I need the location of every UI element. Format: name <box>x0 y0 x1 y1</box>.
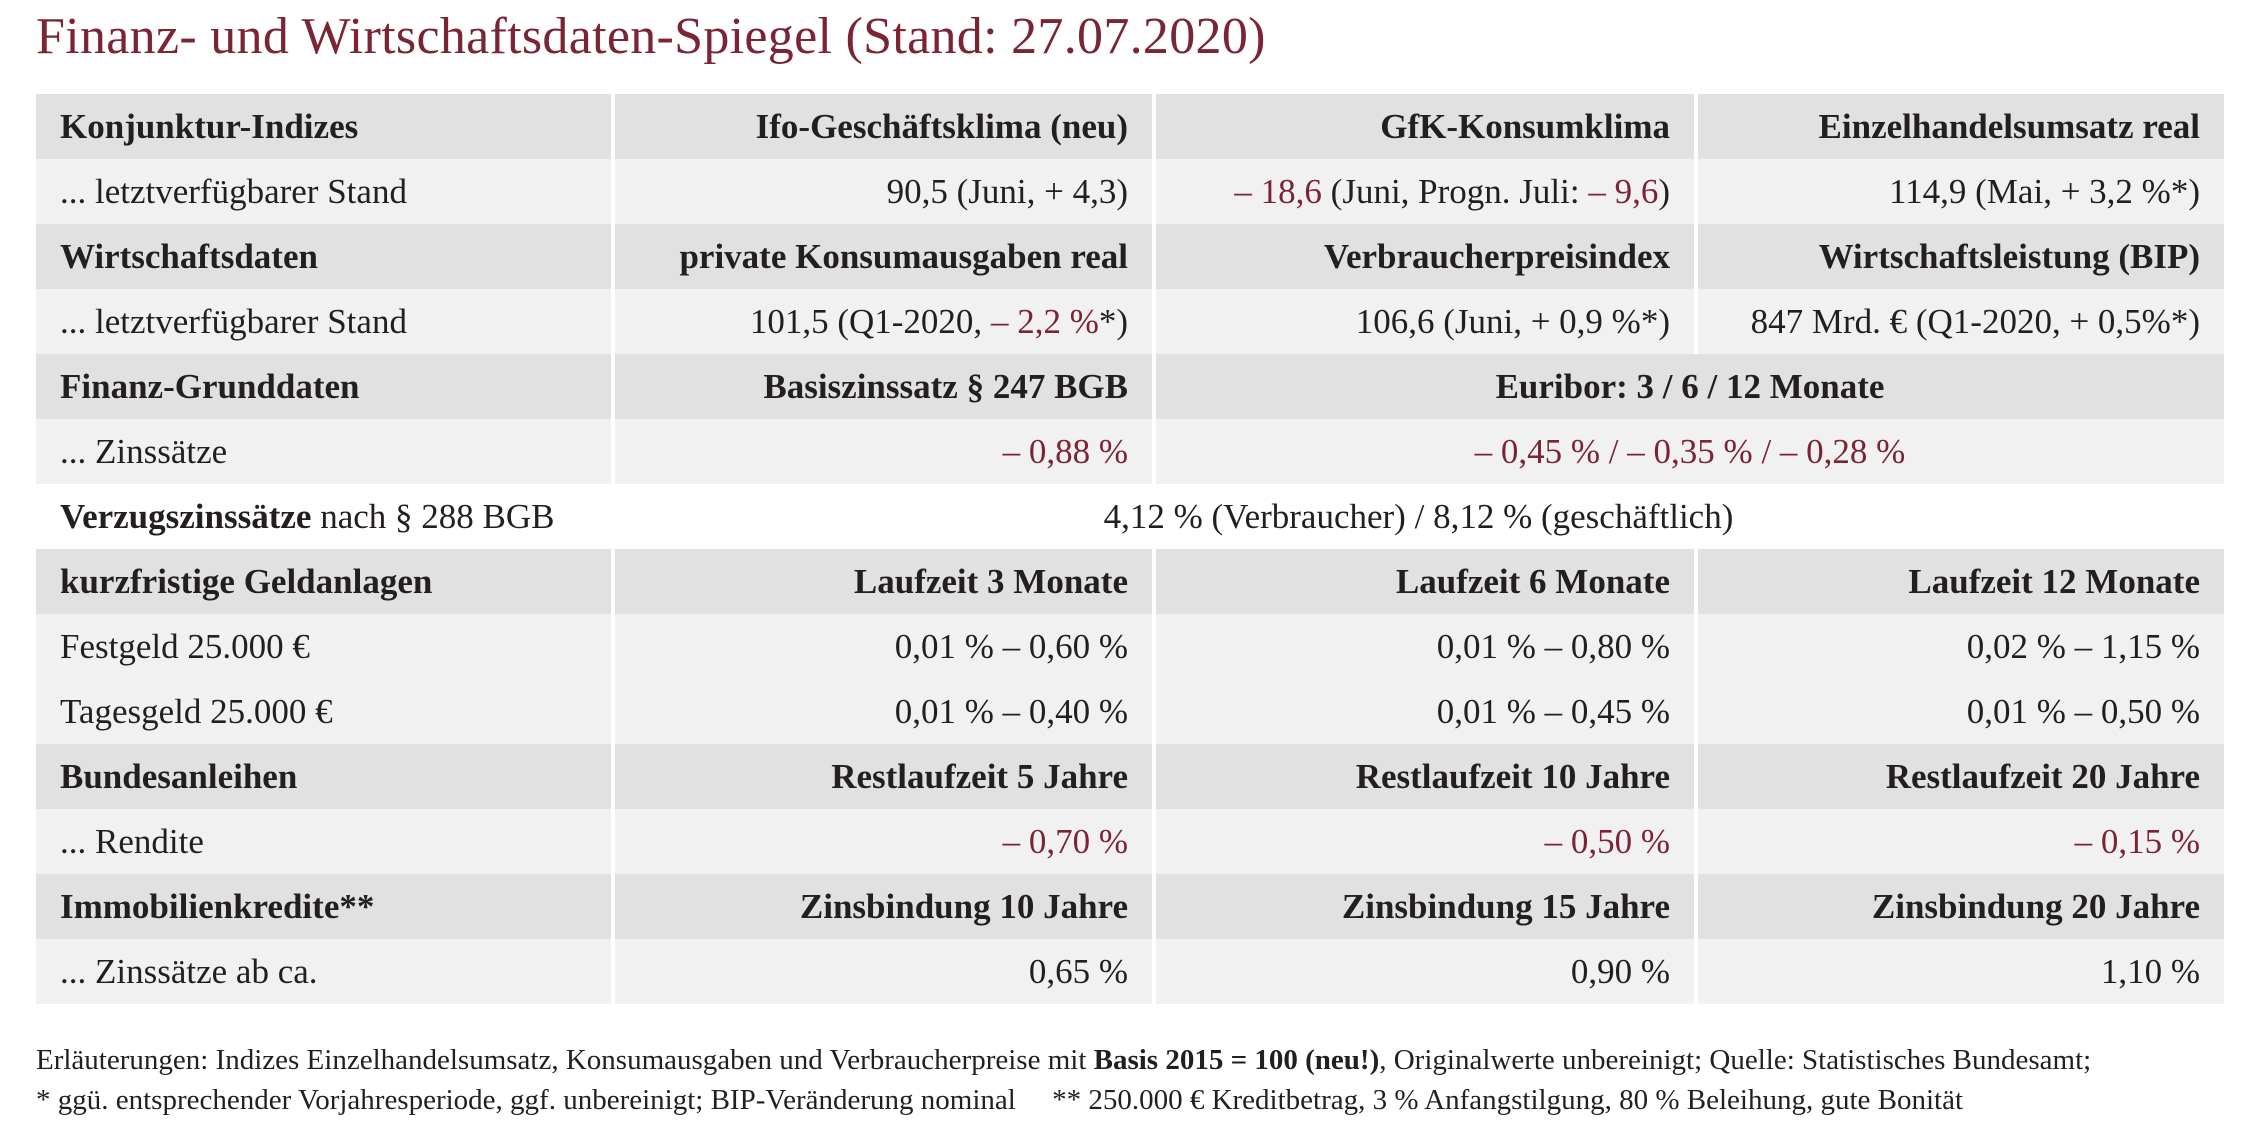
row-label: Konjunktur-Indizes <box>36 94 613 159</box>
value-tagesgeld-12m: 0,01 % – 0,50 % <box>1694 679 2224 744</box>
row-label: Finanz-Grunddaten <box>36 354 613 419</box>
column-header-gfk: GfK-Konsumklima <box>1152 94 1696 159</box>
column-header-3-monate: Laufzeit 3 Monate <box>611 549 1154 614</box>
table-row-wirtschaftsdaten-header: Wirtschaftsdaten private Konsumausgaben … <box>36 224 2224 289</box>
table-row-finanz-header: Finanz-Grunddaten Basiszinssatz § 247 BG… <box>36 354 2224 419</box>
value-zinsbindung-10: 0,65 % <box>611 939 1154 1004</box>
row-label: ... Zinssätze ab ca. <box>36 939 613 1004</box>
value-vpi: 106,6 (Juni, + 0,9 %*) <box>1152 289 1696 354</box>
value-gfk: – 18,6 (Juni, Progn. Juli: – 9,6) <box>1152 159 1696 224</box>
table-row-rendite: ... Rendite – 0,70 % – 0,50 % – 0,15 % <box>36 809 2224 874</box>
value-negative: – 2,2 % <box>990 301 1099 341</box>
value-festgeld-3m: 0,01 % – 0,60 % <box>611 614 1154 679</box>
value-euribor: – 0,45 % / – 0,35 % / – 0,28 % <box>1152 419 2224 484</box>
column-header-einzelhandel: Einzelhandelsumsatz real <box>1694 94 2224 159</box>
value-negative: – 9,6 <box>1588 171 1659 211</box>
row-label: ... letztverfügbarer Stand <box>36 159 613 224</box>
value-negative: – 18,6 <box>1234 171 1322 211</box>
column-header-zinsbindung-10: Zinsbindung 10 Jahre <box>611 874 1154 939</box>
value-rendite-5j: – 0,70 % <box>611 809 1154 874</box>
column-header-bip: Wirtschaftsleistung (BIP) <box>1694 224 2224 289</box>
row-label: Festgeld 25.000 € <box>36 614 613 679</box>
column-header-basiszins: Basiszinssatz § 247 BGB <box>611 354 1154 419</box>
column-header-20-jahre: Restlaufzeit 20 Jahre <box>1694 744 2224 809</box>
finance-data-table: Konjunktur-Indizes Ifo-Geschäftsklima (n… <box>36 94 2224 1004</box>
value-rendite-10j: – 0,50 % <box>1152 809 1696 874</box>
column-header-vpi: Verbraucherpreisindex <box>1152 224 1696 289</box>
value-basiszins: – 0,88 % <box>611 419 1154 484</box>
value-rendite-20j: – 0,15 % <box>1694 809 2224 874</box>
column-header-konsum: private Konsumausgaben real <box>611 224 1154 289</box>
value-zinsbindung-15: 0,90 % <box>1152 939 1696 1004</box>
row-label: Verzugszinssätze nach § 288 BGB <box>36 484 613 549</box>
value-festgeld-6m: 0,01 % – 0,80 % <box>1152 614 1696 679</box>
column-header-euribor: Euribor: 3 / 6 / 12 Monate <box>1152 354 2224 419</box>
table-row-konjunktur-header: Konjunktur-Indizes Ifo-Geschäftsklima (n… <box>36 94 2224 159</box>
column-header-10-jahre: Restlaufzeit 10 Jahre <box>1152 744 1696 809</box>
column-header-zinsbindung-20: Zinsbindung 20 Jahre <box>1694 874 2224 939</box>
column-header-6-monate: Laufzeit 6 Monate <box>1152 549 1696 614</box>
column-header-zinsbindung-15: Zinsbindung 15 Jahre <box>1152 874 1696 939</box>
value-verzugszinsen: 4,12 % (Verbraucher) / 8,12 % (geschäftl… <box>613 484 2224 549</box>
row-label: Immobilienkredite** <box>36 874 613 939</box>
row-label: Bundesanleihen <box>36 744 613 809</box>
value-festgeld-12m: 0,02 % – 1,15 % <box>1694 614 2224 679</box>
table-row-verzugszinsen: Verzugszinssätze nach § 288 BGB 4,12 % (… <box>36 484 2224 549</box>
row-label: ... letztverfügbarer Stand <box>36 289 613 354</box>
table-row-immobilien-values: ... Zinssätze ab ca. 0,65 % 0,90 % 1,10 … <box>36 939 2224 1004</box>
value-bip: 847 Mrd. € (Q1-2020, + 0,5%*) <box>1694 289 2224 354</box>
table-row-immobilien-header: Immobilienkredite** Zinsbindung 10 Jahre… <box>36 874 2224 939</box>
table-row-festgeld: Festgeld 25.000 € 0,01 % – 0,60 % 0,01 %… <box>36 614 2224 679</box>
value-ifo: 90,5 (Juni, + 4,3) <box>611 159 1154 224</box>
column-header-5-jahre: Restlaufzeit 5 Jahre <box>611 744 1154 809</box>
table-row-geldanlagen-header: kurzfristige Geldanlagen Laufzeit 3 Mona… <box>36 549 2224 614</box>
value-einzelhandel: 114,9 (Mai, + 3,2 %*) <box>1694 159 2224 224</box>
row-label: kurzfristige Geldanlagen <box>36 549 613 614</box>
value-konsum: 101,5 (Q1-2020, – 2,2 %*) <box>611 289 1154 354</box>
row-label: Tagesgeld 25.000 € <box>36 679 613 744</box>
page-title: Finanz- und Wirtschaftsdaten-Spiegel (St… <box>36 8 1266 65</box>
table-row-bundesanleihen-header: Bundesanleihen Restlaufzeit 5 Jahre Rest… <box>36 744 2224 809</box>
table-row-konjunktur-values: ... letztverfügbarer Stand 90,5 (Juni, +… <box>36 159 2224 224</box>
table-row-wirtschaftsdaten-values: ... letztverfügbarer Stand 101,5 (Q1-202… <box>36 289 2224 354</box>
value-tagesgeld-6m: 0,01 % – 0,45 % <box>1152 679 1696 744</box>
row-label: Wirtschaftsdaten <box>36 224 613 289</box>
row-label: ... Rendite <box>36 809 613 874</box>
table-row-finanz-values: ... Zinssätze – 0,88 % – 0,45 % / – 0,35… <box>36 419 2224 484</box>
table-row-tagesgeld: Tagesgeld 25.000 € 0,01 % – 0,40 % 0,01 … <box>36 679 2224 744</box>
value-zinsbindung-20: 1,10 % <box>1694 939 2224 1004</box>
footnotes: Erläuterungen: Indizes Einzelhandelsumsa… <box>36 1040 2091 1120</box>
footnote-line-1: Erläuterungen: Indizes Einzelhandelsumsa… <box>36 1044 2092 1076</box>
column-header-ifo: Ifo-Geschäftsklima (neu) <box>611 94 1154 159</box>
row-label: ... Zinssätze <box>36 419 613 484</box>
footnote-line-2: * ggü. entsprechender Vorjahresperiode, … <box>36 1084 1964 1116</box>
column-header-12-monate: Laufzeit 12 Monate <box>1694 549 2224 614</box>
value-tagesgeld-3m: 0,01 % – 0,40 % <box>611 679 1154 744</box>
